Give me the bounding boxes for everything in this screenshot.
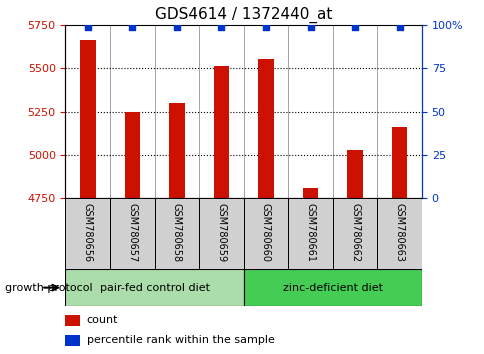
Text: GSM780659: GSM780659 bbox=[216, 202, 226, 262]
Bar bbox=[213, 67, 229, 198]
Text: percentile rank within the sample: percentile rank within the sample bbox=[87, 335, 274, 345]
FancyBboxPatch shape bbox=[243, 269, 421, 306]
Bar bbox=[124, 112, 140, 198]
FancyBboxPatch shape bbox=[377, 198, 421, 269]
Bar bbox=[65, 315, 79, 326]
Bar bbox=[80, 40, 95, 198]
Point bbox=[173, 24, 181, 29]
FancyBboxPatch shape bbox=[110, 198, 154, 269]
Text: GSM780660: GSM780660 bbox=[260, 203, 271, 262]
Bar bbox=[65, 335, 79, 346]
Text: GSM780661: GSM780661 bbox=[305, 203, 315, 262]
Text: GSM780663: GSM780663 bbox=[394, 203, 404, 262]
FancyBboxPatch shape bbox=[199, 198, 243, 269]
FancyBboxPatch shape bbox=[65, 198, 110, 269]
Text: growth protocol: growth protocol bbox=[5, 282, 92, 293]
Point bbox=[306, 24, 314, 29]
Point bbox=[217, 24, 225, 29]
Point bbox=[128, 24, 136, 29]
Bar bbox=[391, 127, 407, 198]
Text: zinc-deficient diet: zinc-deficient diet bbox=[282, 282, 382, 293]
Point bbox=[84, 24, 91, 29]
FancyBboxPatch shape bbox=[154, 198, 199, 269]
Point bbox=[350, 24, 358, 29]
Point bbox=[261, 24, 269, 29]
Bar bbox=[347, 150, 362, 198]
Text: pair-fed control diet: pair-fed control diet bbox=[99, 282, 209, 293]
FancyBboxPatch shape bbox=[65, 269, 243, 306]
FancyBboxPatch shape bbox=[332, 198, 377, 269]
Text: GSM780657: GSM780657 bbox=[127, 202, 137, 262]
Text: GSM780662: GSM780662 bbox=[349, 202, 359, 262]
Bar bbox=[302, 188, 318, 198]
Bar bbox=[169, 103, 184, 198]
Title: GDS4614 / 1372440_at: GDS4614 / 1372440_at bbox=[155, 7, 332, 23]
Text: GSM780656: GSM780656 bbox=[83, 202, 92, 262]
Bar bbox=[257, 59, 273, 198]
FancyBboxPatch shape bbox=[287, 198, 332, 269]
Point bbox=[395, 24, 403, 29]
Text: GSM780658: GSM780658 bbox=[171, 202, 182, 262]
FancyBboxPatch shape bbox=[243, 198, 287, 269]
Text: count: count bbox=[87, 315, 118, 325]
